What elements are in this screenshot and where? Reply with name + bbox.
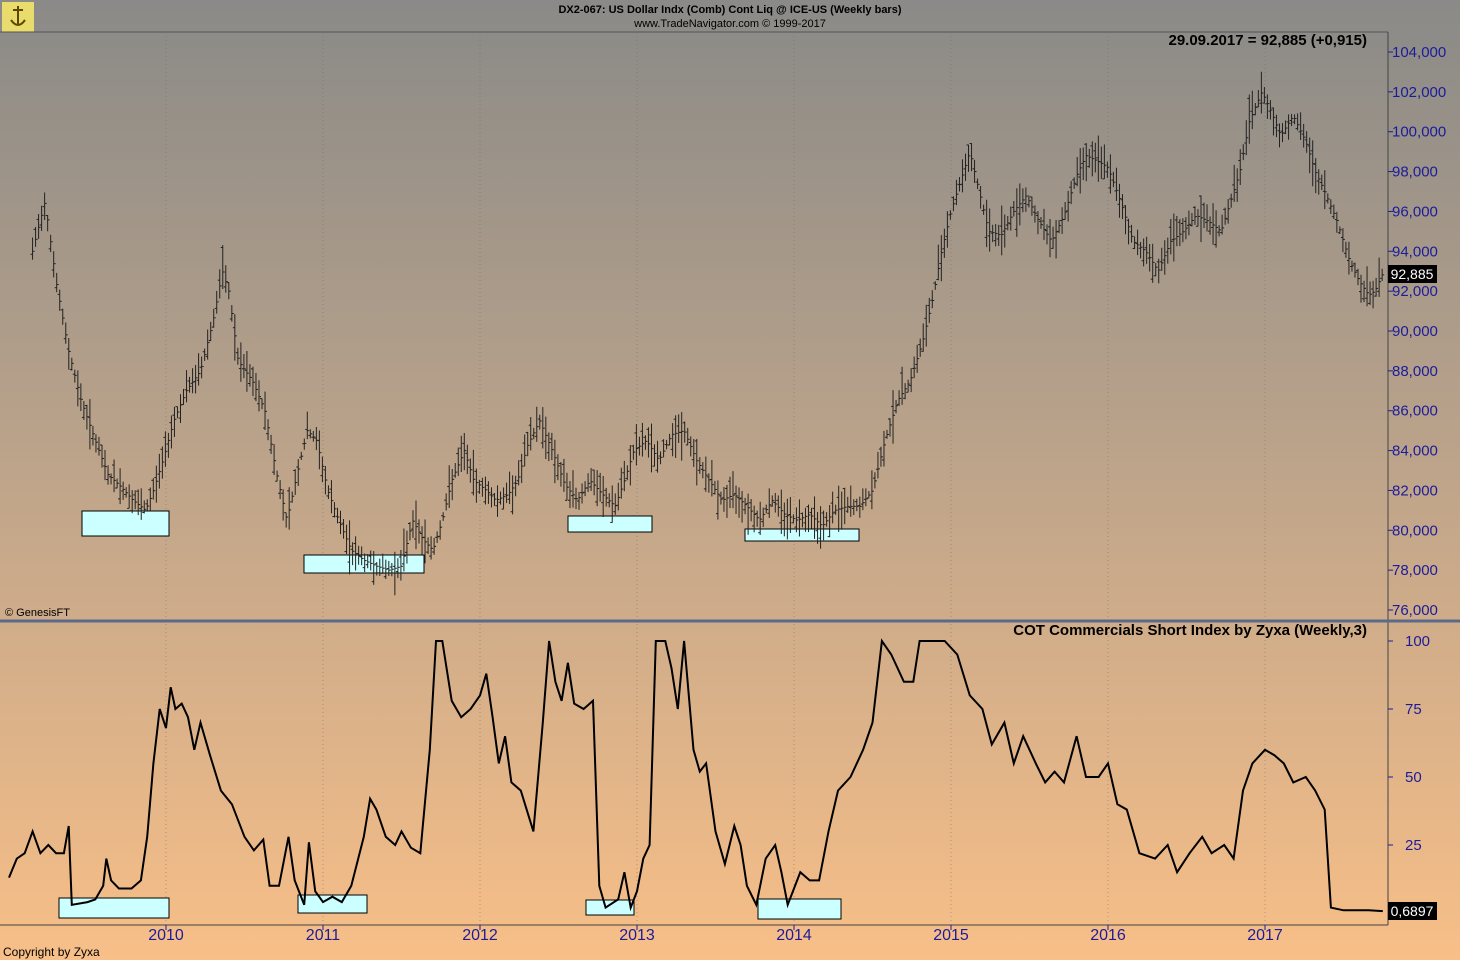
- x-gridlines: [165, 32, 1266, 925]
- x-tick-label: 2015: [933, 927, 969, 944]
- price-y-tick-label: 94,000: [1392, 243, 1438, 260]
- price-y-tick-label: 92,000: [1392, 283, 1438, 300]
- highlight-box-2012: [567, 515, 653, 533]
- price-y-tick-label: 78,000: [1392, 562, 1438, 579]
- ind-highlight-box-2009: [58, 897, 170, 919]
- ind-y-tick-label: 50: [1405, 769, 1422, 786]
- x-axis: 2010 2011 2012 2013 2014 2015 2016 2017: [148, 925, 1283, 944]
- price-y-tick-label: 84,000: [1392, 443, 1438, 460]
- anchor-logo-icon: [2, 2, 34, 32]
- footer-copyright: Copyright by Zyxa: [3, 945, 100, 959]
- ind-y-tick-label: 25: [1405, 837, 1422, 854]
- genesis-credit: © GenesisFT: [5, 607, 70, 619]
- x-tick-label: 2014: [776, 927, 812, 944]
- price-y-axis: 104,000 102,000 100,000 98,000 96,000 94,000 9…: [1388, 44, 1446, 619]
- indicator-title: COT Commercials Short Index by Zyxa (Wee…: [1013, 622, 1367, 639]
- indicator-highlight-boxes: [58, 894, 842, 920]
- chart-header-title: DX2-067: US Dollar Indx (Comb) Cont Liq …: [558, 4, 901, 16]
- ind-y-tick-label: 75: [1405, 701, 1422, 718]
- price-y-tick-label: 90,000: [1392, 323, 1438, 340]
- chart-header-copyright: www.TradeNavigator.com © 1999-2017: [633, 18, 826, 30]
- x-tick-label: 2016: [1090, 927, 1126, 944]
- highlight-box-2011: [303, 554, 425, 574]
- indicator-y-axis: 100 75 50 25: [1388, 633, 1430, 854]
- x-tick-label: 2011: [306, 927, 341, 944]
- price-y-tick-label: 100,000: [1392, 124, 1446, 141]
- x-tick-label: 2012: [462, 927, 498, 944]
- x-tick-label: 2013: [619, 927, 655, 944]
- price-y-tick-label: 98,000: [1392, 164, 1438, 181]
- price-bars: [30, 71, 1385, 596]
- price-y-tick-label: 88,000: [1392, 363, 1438, 380]
- ind-y-tick-label: 100: [1405, 633, 1430, 650]
- price-quote: 29.09.2017 = 92,885 (+0,915): [1168, 32, 1367, 49]
- indicator-last-value-text: 0,6897: [1391, 903, 1434, 919]
- ind-highlight-box-2011: [297, 894, 368, 914]
- price-y-tick-label: 96,000: [1392, 203, 1438, 220]
- price-y-tick-label: 102,000: [1392, 84, 1446, 101]
- price-y-tick-label: 86,000: [1392, 403, 1438, 420]
- price-y-tick-label: 76,000: [1392, 602, 1438, 619]
- price-y-tick-label: 104,000: [1392, 44, 1446, 61]
- ind-highlight-box-2013: [757, 898, 842, 920]
- x-tick-label: 2017: [1247, 927, 1283, 944]
- x-tick-label: 2010: [148, 927, 184, 944]
- price-last-value-text: 92,885: [1391, 266, 1434, 282]
- highlight-box-2009: [81, 510, 170, 537]
- cot-index-line: [8, 638, 1383, 913]
- highlight-box-2013: [744, 528, 860, 542]
- indicator-last-value: 0,6897: [1388, 902, 1437, 920]
- price-y-tick-label: 80,000: [1392, 522, 1438, 539]
- price-last-value: 92,885: [1388, 265, 1437, 283]
- ind-highlight-box-2012: [585, 899, 635, 916]
- price-highlight-boxes: [81, 510, 860, 574]
- price-y-tick-label: 82,000: [1392, 482, 1438, 499]
